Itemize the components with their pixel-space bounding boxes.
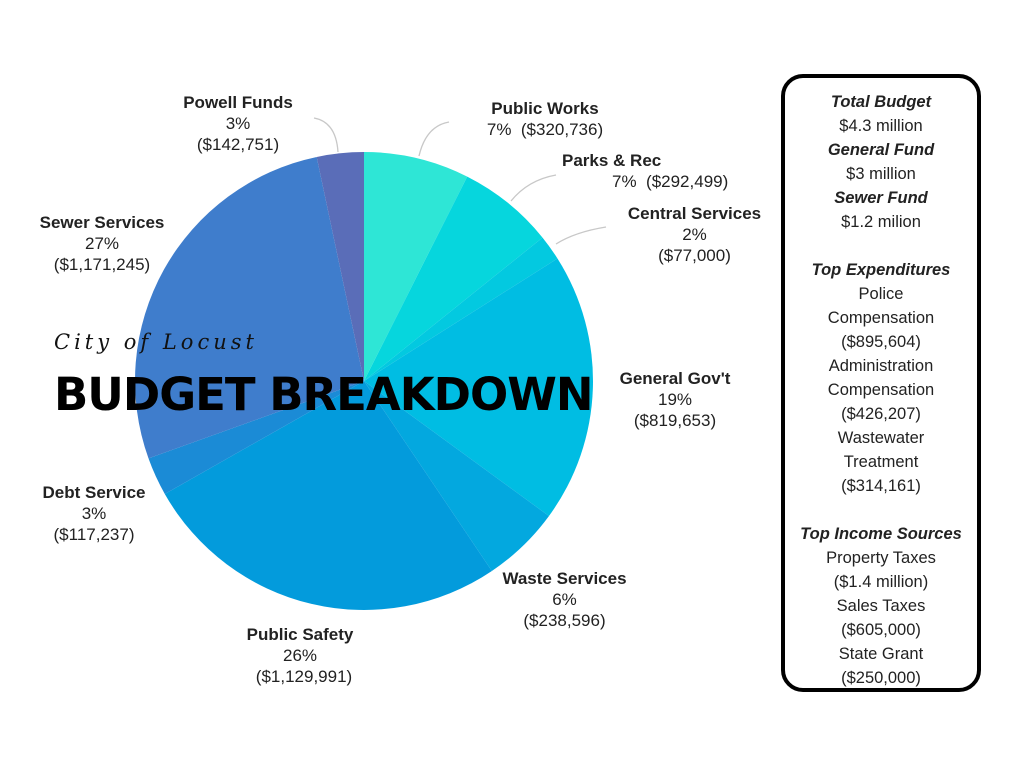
- expenditure-item-amount: ($426,207): [841, 405, 921, 423]
- expenditure-item-line1: Wastewater: [837, 429, 925, 447]
- slice-percent: 3%: [81, 504, 107, 523]
- pie-slice-debt-service: [148, 381, 364, 494]
- chart-title: BUDGET BREAKDOWN: [54, 368, 594, 421]
- slice-label-public-works: Public Works 7% ($320,736): [455, 98, 635, 140]
- pie-slice-powell-funds: [316, 152, 364, 381]
- slice-name: Central Services: [627, 204, 762, 223]
- sewer-fund-heading: Sewer Fund: [834, 189, 928, 207]
- slice-percent: 19%: [657, 390, 693, 409]
- slice-name: Parks & Rec: [562, 151, 662, 170]
- expenditure-item-amount: ($314,161): [841, 477, 921, 495]
- leader-line-central-services: [555, 226, 607, 245]
- slice-label-sewer-services: Sewer Services 27% ($1,171,245): [26, 212, 178, 275]
- slice-name: Waste Services: [502, 569, 627, 588]
- section-spacer: [785, 234, 977, 258]
- slice-label-powell-funds: Powell Funds 3% ($142,751): [168, 92, 308, 155]
- pie-slice-public-safety: [164, 381, 492, 610]
- total-budget-value: $4.3 million: [839, 117, 923, 135]
- slice-name: Debt Service: [42, 483, 146, 502]
- slice-amount: ($1,171,245): [53, 255, 151, 274]
- slice-name: General Gov't: [619, 369, 731, 388]
- slice-label-general-govt: General Gov't 19% ($819,653): [600, 368, 750, 431]
- pie-slice-waste-services: [364, 381, 549, 571]
- total-budget-heading: Total Budget: [830, 93, 932, 111]
- slice-amount: ($819,653): [633, 411, 717, 430]
- income-item-name: Sales Taxes: [836, 597, 926, 615]
- slice-percent: 7%: [486, 120, 512, 139]
- leader-line-powell-funds: [313, 117, 339, 153]
- slice-percent: 6%: [552, 590, 577, 609]
- budget-summary-panel: Total Budget $4.3 million General Fund $…: [781, 74, 981, 692]
- slice-name: Public Works: [491, 99, 599, 118]
- slice-name: Sewer Services: [39, 213, 165, 232]
- income-item-name: Property Taxes: [826, 549, 936, 567]
- pie-slice-general-gov-t: [364, 258, 593, 517]
- expenditure-item-line1: Police: [858, 285, 904, 303]
- pie-slice-public-works: [364, 152, 468, 381]
- expenditure-item-line2: Treatment: [843, 453, 919, 471]
- pie-slice-sewer-services: [135, 156, 364, 459]
- slice-label-central-services: Central Services 2% ($77,000): [612, 203, 777, 266]
- income-item-name: State Grant: [838, 645, 924, 663]
- slice-amount: ($142,751): [196, 135, 280, 154]
- pie-slice-parks-rec: [364, 176, 543, 381]
- chart-subtitle: City of Locust: [54, 330, 258, 354]
- slice-percent: 2%: [682, 225, 707, 244]
- slice-amount: ($292,499): [646, 172, 729, 191]
- income-item-amount: ($250,000): [841, 669, 921, 687]
- slice-label-public-safety: Public Safety 26% ($1,129,991): [225, 624, 375, 687]
- slice-amount: ($117,237): [53, 525, 135, 544]
- slice-amount: ($77,000): [658, 246, 731, 265]
- top-income-heading: Top Income Sources: [800, 525, 962, 543]
- sewer-fund-value: $1.2 milion: [841, 213, 921, 231]
- slice-amount: ($238,596): [523, 611, 606, 630]
- slice-label-waste-services: Waste Services 6% ($238,596): [492, 568, 637, 631]
- slice-amount: ($320,736): [520, 120, 604, 139]
- leader-line-public-works: [418, 121, 450, 157]
- slice-name: Public Safety: [246, 625, 354, 644]
- leader-line-parks-rec: [510, 174, 557, 202]
- slice-percent: 7%: [612, 172, 637, 191]
- slice-percent: 27%: [84, 234, 120, 253]
- slice-percent: 3%: [225, 114, 251, 133]
- expenditure-item-amount: ($895,604): [841, 333, 921, 351]
- section-spacer: [785, 498, 977, 522]
- income-item-amount: ($1.4 million): [833, 573, 929, 591]
- general-fund-value: $3 million: [846, 165, 916, 183]
- top-expenditures-heading: Top Expenditures: [811, 261, 951, 279]
- income-item-amount: ($605,000): [841, 621, 921, 639]
- general-fund-heading: General Fund: [827, 141, 935, 159]
- slice-label-debt-service: Debt Service 3% ($117,237): [30, 482, 158, 545]
- expenditure-item-line1: Administration: [828, 357, 934, 375]
- expenditure-item-line2: Compensation: [827, 381, 935, 399]
- slice-percent: 26%: [282, 646, 318, 665]
- pie-slice-central-services: [364, 237, 558, 381]
- expenditure-item-line2: Compensation: [827, 309, 935, 327]
- slice-name: Powell Funds: [183, 93, 293, 112]
- slice-amount: ($1,129,991): [255, 667, 353, 686]
- slice-label-parks-rec: Parks & Rec 7% ($292,499): [562, 150, 742, 192]
